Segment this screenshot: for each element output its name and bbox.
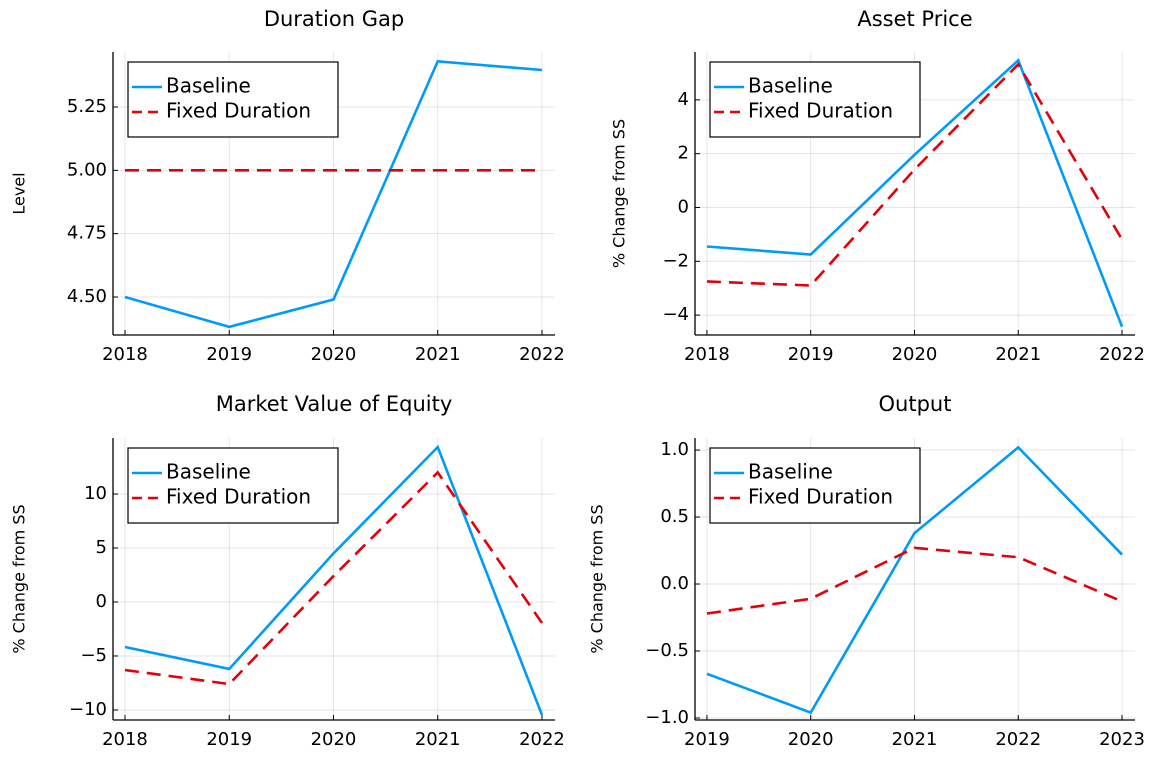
legend-label: Fixed Duration	[748, 485, 893, 509]
legend-label: Fixed Duration	[166, 485, 311, 509]
x-tick-label: 2021	[995, 344, 1041, 365]
series-line	[124, 444, 544, 716]
series-line	[124, 60, 543, 329]
x-tick-label: 2020	[311, 344, 357, 365]
legend-label: Fixed Duration	[166, 99, 311, 123]
legend-box	[127, 61, 339, 138]
x-tick-label: 2020	[788, 729, 834, 750]
panel-title: Duration Gap	[264, 7, 404, 31]
y-axis-label: Level	[10, 172, 29, 214]
y-tick-label: 5.25	[67, 96, 107, 117]
y-tick-label: 0.0	[660, 573, 689, 594]
x-tick-label: 2018	[102, 729, 148, 750]
legend-box	[709, 61, 921, 138]
legend-label: Baseline	[748, 74, 833, 98]
panel: Duration Gap Level 4.50 4.75 5.00 5.25 2018 201…	[10, 7, 565, 365]
series-line	[124, 470, 544, 686]
y-tick-label: 4.50	[67, 286, 107, 307]
y-axis-label: % Change from SS	[588, 504, 607, 653]
x-tick-label: 2023	[1099, 729, 1145, 750]
x-tick-label: 2019	[788, 344, 834, 365]
y-tick-label: 1.0	[660, 439, 689, 460]
x-tick-label: 2020	[892, 344, 938, 365]
legend-label: Baseline	[166, 74, 251, 98]
y-tick-label: 0	[96, 591, 107, 612]
panel-title: Asset Price	[857, 7, 972, 31]
series-line	[706, 546, 1123, 615]
x-tick-label: 2021	[415, 344, 461, 365]
x-tick-label: 2019	[206, 729, 252, 750]
legend-label: Baseline	[748, 460, 833, 484]
y-tick-label: −4	[662, 304, 689, 325]
y-tick-label: 5	[96, 537, 107, 558]
x-tick-label: 2018	[684, 344, 730, 365]
panel-title: Market Value of Equity	[216, 392, 453, 416]
x-tick-label: 2021	[415, 729, 461, 750]
x-tick-label: 2022	[1099, 344, 1145, 365]
panel: Market Value of Equity % Change from SS −1…	[10, 392, 565, 750]
panel: Output % Change from SS −1.0 −0.5 0.0 0.5 1.0 2…	[588, 392, 1145, 750]
y-tick-label: 5.00	[67, 159, 107, 180]
x-tick-label: 2022	[519, 729, 565, 750]
series-line	[706, 445, 1123, 715]
y-axis-label: % Change from SS	[610, 119, 629, 268]
x-tick-label: 2018	[102, 344, 148, 365]
series-line	[706, 58, 1124, 328]
x-tick-label: 2022	[519, 344, 565, 365]
legend-label: Fixed Duration	[748, 99, 893, 123]
x-tick-label: 2022	[995, 729, 1041, 750]
y-tick-label: −10	[69, 699, 107, 720]
y-tick-label: 4.75	[67, 223, 107, 244]
y-tick-label: 10	[84, 483, 107, 504]
y-tick-label: 0.5	[660, 506, 689, 527]
y-axis-label: % Change from SS	[10, 504, 29, 653]
y-tick-label: 4	[678, 89, 689, 110]
panel: Asset Price % Change from SS −4 −2 0 2 4 2018 20…	[610, 7, 1145, 365]
legend-box	[709, 447, 921, 524]
x-tick-label: 2020	[311, 729, 357, 750]
y-tick-label: 0	[678, 196, 689, 217]
panel-title: Output	[879, 392, 952, 416]
x-tick-label: 2021	[892, 729, 938, 750]
series-line	[706, 62, 1124, 287]
legend-label: Baseline	[166, 460, 251, 484]
legend-box	[127, 447, 339, 524]
x-tick-label: 2019	[206, 344, 252, 365]
y-tick-label: −2	[662, 250, 689, 271]
y-tick-label: 2	[678, 143, 689, 164]
y-tick-label: −1.0	[645, 707, 689, 728]
y-tick-label: −0.5	[645, 640, 689, 661]
y-tick-label: −5	[80, 645, 107, 666]
x-tick-label: 2019	[684, 729, 730, 750]
